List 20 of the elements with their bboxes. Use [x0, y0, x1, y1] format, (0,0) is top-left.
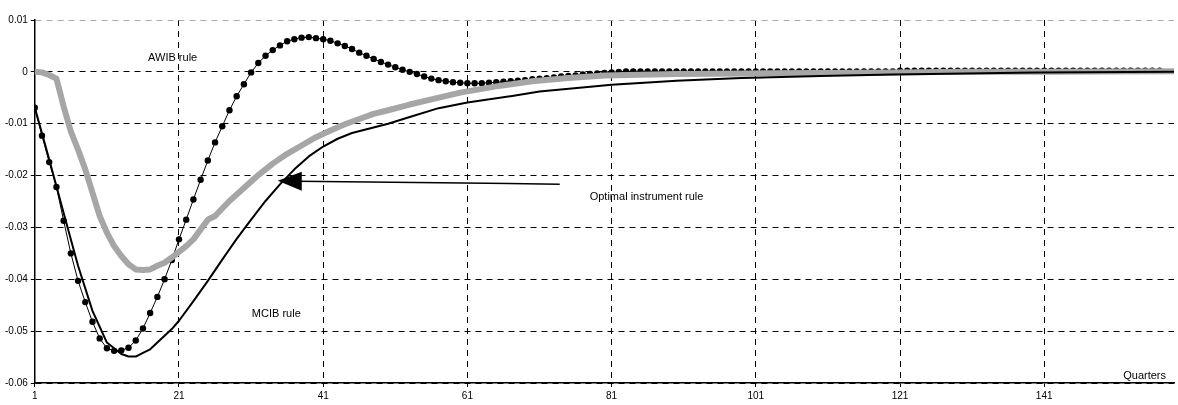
y-tick-label: -0.04 [5, 273, 29, 285]
annotation: AWIB rule [148, 50, 198, 63]
x-tick-label: 41 [317, 389, 330, 401]
y-tick-label: -0.02 [5, 169, 29, 181]
x-tick-label: 141 [1035, 389, 1053, 401]
x-tick-label: 21 [173, 389, 185, 401]
y-tick-label: -0.05 [5, 324, 29, 336]
x-tick-label: 121 [891, 389, 909, 401]
annotation: Optimal instrument rule [589, 190, 704, 203]
y-tick-label: -0.06 [5, 376, 29, 388]
y-tick-label: -0.03 [5, 221, 29, 233]
y-tick-label: 0 [22, 65, 29, 77]
annotation: MCIB rule [251, 307, 301, 320]
x-tick-label: 61 [461, 389, 474, 401]
y-tick-label: -0.01 [5, 117, 29, 129]
x-tick-label: 81 [606, 389, 618, 401]
x-axis-title: Quarters [1123, 368, 1167, 381]
x-tick-label: 1 [32, 389, 39, 401]
x-tick-label: 101 [747, 389, 765, 401]
y-tick-label: 0.01 [8, 13, 29, 25]
